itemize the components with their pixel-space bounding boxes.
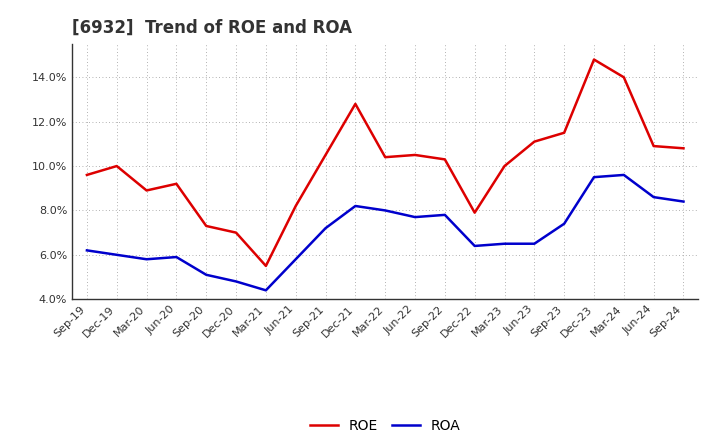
ROE [530,139,539,144]
ROA [143,257,151,262]
ROE [172,181,181,187]
ROA [321,226,330,231]
ROE [619,75,628,80]
Line: ROA: ROA [87,175,683,290]
ROE [410,152,419,158]
ROA [619,172,628,178]
ROA [410,214,419,220]
ROE [649,143,658,149]
ROA [470,243,479,249]
ROA [351,203,360,209]
ROE [500,163,509,169]
Legend: ROE, ROA: ROE, ROA [305,413,466,438]
ROE [560,130,569,136]
Text: [6932]  Trend of ROE and ROA: [6932] Trend of ROE and ROA [72,19,352,37]
ROE [83,172,91,178]
Line: ROE: ROE [87,59,683,266]
ROE [143,188,151,193]
ROA [560,221,569,227]
ROE [321,152,330,158]
ROA [679,199,688,204]
ROA [202,272,210,278]
ROE [292,203,300,209]
ROE [441,157,449,162]
ROA [381,208,390,213]
ROA [83,248,91,253]
ROA [292,257,300,262]
ROE [351,101,360,106]
ROA [172,254,181,260]
ROE [261,263,270,268]
ROE [470,210,479,215]
ROE [679,146,688,151]
ROA [232,279,240,284]
ROE [590,57,598,62]
ROA [112,252,121,257]
ROE [202,224,210,229]
ROE [112,163,121,169]
ROA [261,288,270,293]
ROA [530,241,539,246]
ROE [381,154,390,160]
ROE [232,230,240,235]
ROA [500,241,509,246]
ROA [441,212,449,217]
ROA [590,175,598,180]
ROA [649,194,658,200]
